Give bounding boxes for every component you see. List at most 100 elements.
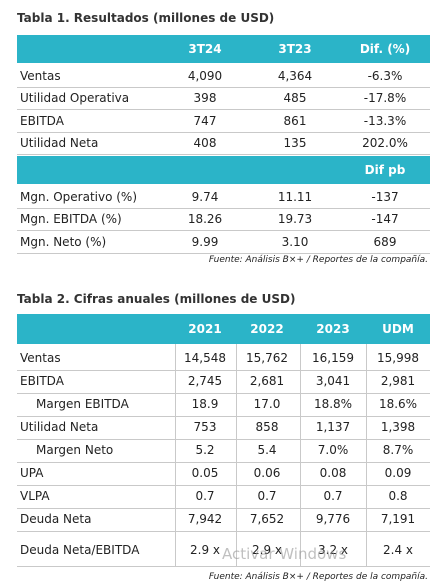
cell: 18.6% bbox=[378, 397, 418, 411]
cell: 861 bbox=[283, 113, 307, 128]
column-header: 2023 bbox=[316, 322, 350, 336]
column-header: 2022 bbox=[250, 322, 284, 336]
cell: 1,137 bbox=[315, 420, 351, 434]
cell: 18.9 bbox=[191, 397, 219, 411]
header-band bbox=[17, 35, 430, 63]
cell: 0.09 bbox=[384, 466, 412, 480]
row-divider bbox=[17, 131, 430, 133]
cell: 408 bbox=[193, 135, 217, 150]
cell: 0.7 bbox=[257, 489, 277, 503]
cell: 398 bbox=[193, 91, 217, 106]
cell: 2.4 x bbox=[383, 543, 413, 557]
cell: 9.99 bbox=[191, 234, 219, 249]
watermark: Activar Windows bbox=[222, 545, 347, 563]
cell: 485 bbox=[283, 91, 307, 106]
cell: 2.9 x bbox=[252, 543, 282, 557]
column-divider bbox=[300, 344, 301, 567]
row-divider bbox=[17, 153, 430, 155]
row-divider bbox=[17, 252, 430, 254]
cell: 0.08 bbox=[319, 466, 347, 480]
cell: 15,998 bbox=[377, 351, 419, 365]
row-label: EBITDA bbox=[20, 113, 64, 128]
table-title: Tabla 2. Cifras anuales (millones de USD… bbox=[17, 292, 296, 306]
cell: 0.06 bbox=[253, 466, 281, 480]
column-header: 3T24 bbox=[188, 42, 222, 56]
column-header: 3T23 bbox=[278, 42, 312, 56]
row-divider bbox=[17, 109, 430, 111]
row-label: Ventas bbox=[20, 351, 61, 365]
cell: -147 bbox=[371, 212, 399, 227]
cell: 202.0% bbox=[362, 135, 408, 150]
row-divider bbox=[17, 392, 430, 394]
cell: 5.2 bbox=[195, 443, 215, 457]
cell: 17.0 bbox=[253, 397, 281, 411]
cell: 18.8% bbox=[313, 397, 353, 411]
cell: 689 bbox=[373, 234, 397, 249]
cell: 18.26 bbox=[187, 212, 223, 227]
row-label: Mgn. Operativo (%) bbox=[20, 190, 137, 204]
row-label: Margen EBITDA bbox=[36, 397, 129, 411]
row-divider bbox=[17, 566, 430, 567]
row-label: Mgn. EBITDA (%) bbox=[20, 212, 122, 227]
cell: 9,776 bbox=[315, 512, 351, 526]
cell: 2.9 x bbox=[190, 543, 220, 557]
cell: 3.10 bbox=[281, 234, 309, 249]
cell: 3,041 bbox=[315, 374, 351, 388]
column-header: 2021 bbox=[188, 322, 222, 336]
cell: -6.3% bbox=[367, 69, 403, 83]
row-divider bbox=[17, 461, 430, 463]
cell: 7.0% bbox=[317, 443, 349, 457]
cell: 16,159 bbox=[312, 351, 354, 365]
cell: 858 bbox=[255, 420, 279, 434]
cell: 0.05 bbox=[191, 466, 219, 480]
source-note: Fuente: Análisis B×+ / Reportes de la co… bbox=[208, 572, 428, 582]
column-divider bbox=[366, 344, 367, 567]
row-label: Ventas bbox=[20, 69, 61, 83]
cell: 0.7 bbox=[195, 489, 215, 503]
cell: 7,652 bbox=[249, 512, 285, 526]
cell: 5.4 bbox=[257, 443, 277, 457]
cell: 0.7 bbox=[323, 489, 343, 503]
cell: 2,745 bbox=[187, 374, 223, 388]
column-header: UDM bbox=[382, 322, 414, 336]
cell: 8.7% bbox=[382, 443, 414, 457]
row-label: Utilidad Neta bbox=[20, 135, 99, 150]
row-divider bbox=[17, 530, 430, 532]
cell: 7,942 bbox=[187, 512, 223, 526]
row-label: UPA bbox=[20, 466, 44, 480]
row-divider bbox=[17, 507, 430, 509]
table-title: Tabla 1. Resultados (millones de USD) bbox=[17, 11, 275, 25]
cell: 9.74 bbox=[191, 190, 219, 204]
cell: -17.8% bbox=[363, 91, 407, 106]
cell: 2,981 bbox=[380, 374, 416, 388]
row-divider bbox=[17, 230, 430, 232]
cell: 2,681 bbox=[249, 374, 285, 388]
cell: -13.3% bbox=[363, 113, 407, 128]
cell: 4,364 bbox=[277, 69, 313, 83]
cell: 0.8 bbox=[388, 489, 408, 503]
cell: 4,090 bbox=[187, 69, 223, 83]
row-divider bbox=[17, 484, 430, 486]
header-band bbox=[17, 314, 430, 344]
row-divider bbox=[17, 438, 430, 440]
cell: 753 bbox=[193, 420, 217, 434]
row-label: EBITDA bbox=[20, 374, 64, 388]
row-divider bbox=[17, 369, 430, 371]
row-label: VLPA bbox=[20, 489, 50, 503]
column-divider bbox=[175, 344, 176, 567]
cell: 11.11 bbox=[277, 190, 313, 204]
cell: 7,191 bbox=[380, 512, 416, 526]
row-label: Utilidad Neta bbox=[20, 420, 99, 434]
cell: 1,398 bbox=[380, 420, 416, 434]
row-label: Mgn. Neto (%) bbox=[20, 234, 107, 249]
row-divider bbox=[17, 415, 430, 417]
cell: 19.73 bbox=[277, 212, 313, 227]
cell: 15,762 bbox=[246, 351, 288, 365]
cell: 3.2 x bbox=[318, 543, 348, 557]
row-divider bbox=[17, 208, 430, 209]
row-label: Deuda Neta bbox=[20, 512, 92, 526]
cell: 14,548 bbox=[184, 351, 226, 365]
column-divider bbox=[236, 344, 237, 567]
row-divider bbox=[17, 87, 430, 88]
